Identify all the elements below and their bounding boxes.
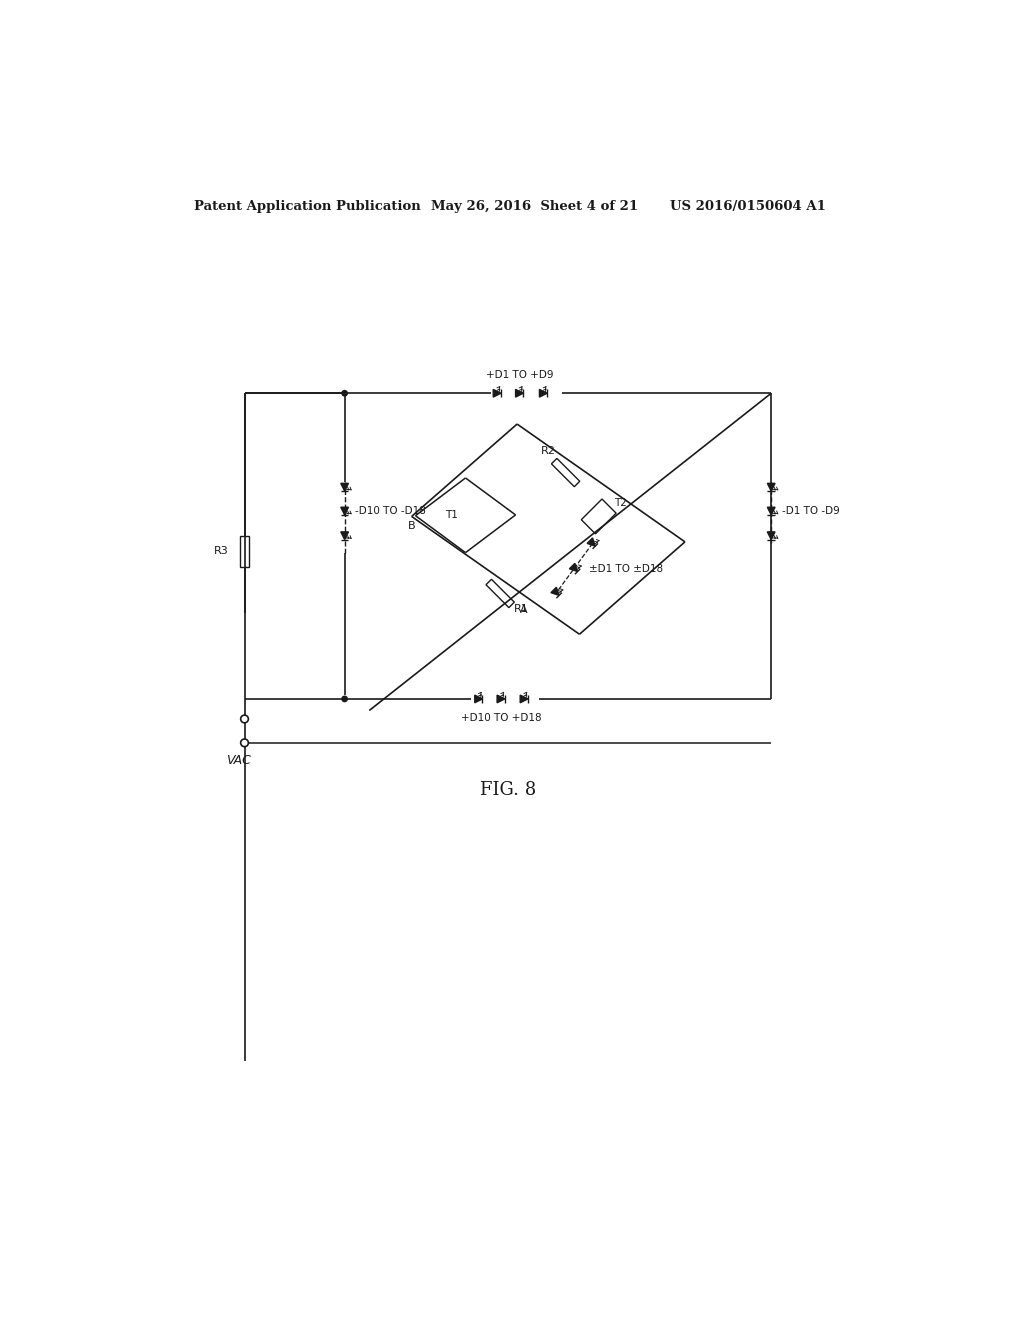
- Polygon shape: [767, 483, 775, 491]
- Polygon shape: [475, 696, 482, 702]
- Circle shape: [342, 696, 347, 702]
- Text: A: A: [519, 605, 527, 615]
- Text: May 26, 2016  Sheet 4 of 21: May 26, 2016 Sheet 4 of 21: [431, 199, 638, 213]
- Text: -D10 TO -D18: -D10 TO -D18: [355, 506, 426, 516]
- Polygon shape: [587, 539, 595, 546]
- Text: +D10 TO +D18: +D10 TO +D18: [461, 713, 542, 723]
- Polygon shape: [569, 564, 578, 572]
- Text: R1: R1: [514, 605, 528, 614]
- Text: B: B: [408, 521, 416, 532]
- Polygon shape: [520, 696, 528, 702]
- Text: VAC: VAC: [226, 754, 251, 767]
- Text: FIG. 8: FIG. 8: [479, 781, 536, 799]
- Text: R2: R2: [542, 446, 556, 455]
- Text: US 2016/0150604 A1: US 2016/0150604 A1: [670, 199, 825, 213]
- Polygon shape: [515, 389, 523, 397]
- Polygon shape: [341, 483, 348, 491]
- Text: T2: T2: [614, 498, 627, 508]
- Text: T1: T1: [445, 510, 458, 520]
- Circle shape: [241, 715, 249, 723]
- Circle shape: [241, 739, 249, 747]
- Text: Patent Application Publication: Patent Application Publication: [194, 199, 421, 213]
- Circle shape: [342, 391, 347, 396]
- Polygon shape: [540, 389, 547, 397]
- Polygon shape: [494, 389, 501, 397]
- Polygon shape: [551, 587, 559, 595]
- Text: -D1 TO -D9: -D1 TO -D9: [782, 506, 840, 516]
- Polygon shape: [341, 532, 348, 540]
- Polygon shape: [341, 507, 348, 515]
- Text: R3: R3: [214, 546, 229, 556]
- Text: +D1 TO +D9: +D1 TO +D9: [485, 370, 553, 380]
- Polygon shape: [767, 532, 775, 540]
- Text: ±D1 TO ±D18: ±D1 TO ±D18: [589, 564, 663, 574]
- Polygon shape: [767, 507, 775, 515]
- Polygon shape: [497, 696, 505, 702]
